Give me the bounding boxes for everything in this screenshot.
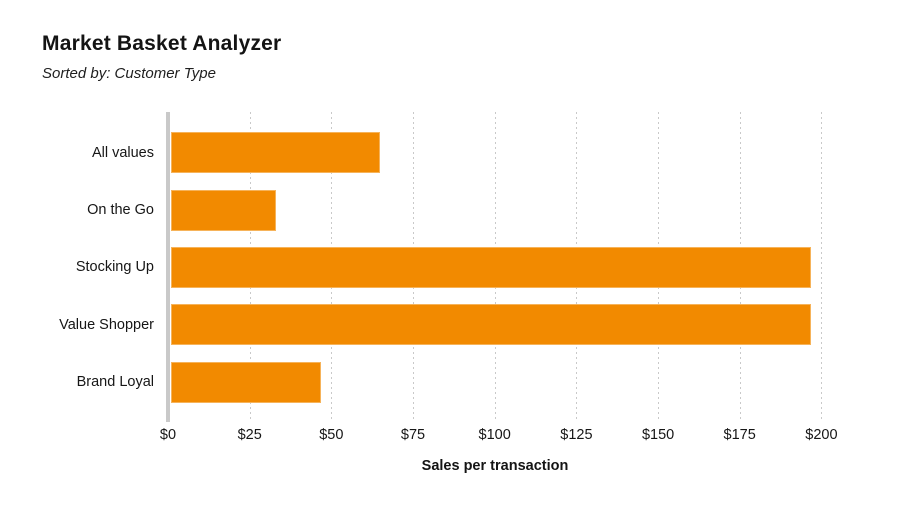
bar-row: Stocking Up (0, 239, 924, 296)
bar-row: Brand Loyal (0, 354, 924, 411)
bar-row: On the Go (0, 181, 924, 238)
bar-all-values[interactable] (171, 132, 381, 174)
chart-subtitle: Sorted by: Customer Type (42, 65, 216, 82)
x-axis-title: Sales per transaction (421, 458, 569, 474)
bar-row: All values (0, 124, 924, 181)
category-label: All values (91, 144, 154, 161)
bar-value-shopper[interactable] (171, 304, 812, 346)
chart-title: Market Basket Analyzer (42, 32, 282, 55)
bar-on-the-go[interactable] (171, 189, 276, 231)
bar-row: Value Shopper (0, 296, 924, 353)
bar-brand-loyal[interactable] (171, 361, 322, 403)
x-tick-label: $50 (319, 427, 344, 443)
x-tick-label: $0 (159, 427, 177, 443)
x-tick-label: $175 (723, 427, 756, 443)
x-tick-label: $150 (641, 427, 675, 443)
x-tick-label: $125 (560, 427, 593, 443)
bar-stocking-up[interactable] (171, 246, 812, 288)
category-label: On the Go (87, 202, 154, 219)
gridline (821, 112, 823, 421)
x-tick-label: $75 (400, 427, 426, 443)
category-label: Value Shopper (59, 316, 154, 333)
x-axis-ticks: $0 $25 $50 $75 $100 $125 $150 $175 $200 (160, 427, 838, 445)
category-label: Stocking Up (75, 259, 154, 276)
bar-rows: All values On the Go Stocking Up Value S… (0, 112, 924, 411)
chart-header: Market Basket Analyzer Sorted by: Custom… (42, 32, 281, 82)
category-label: Brand Loyal (76, 374, 154, 391)
x-tick-label: $25 (237, 427, 262, 443)
x-tick-label: $100 (478, 427, 511, 443)
y-axis-baseline (166, 112, 170, 422)
x-tick-label: $200 (805, 427, 838, 443)
